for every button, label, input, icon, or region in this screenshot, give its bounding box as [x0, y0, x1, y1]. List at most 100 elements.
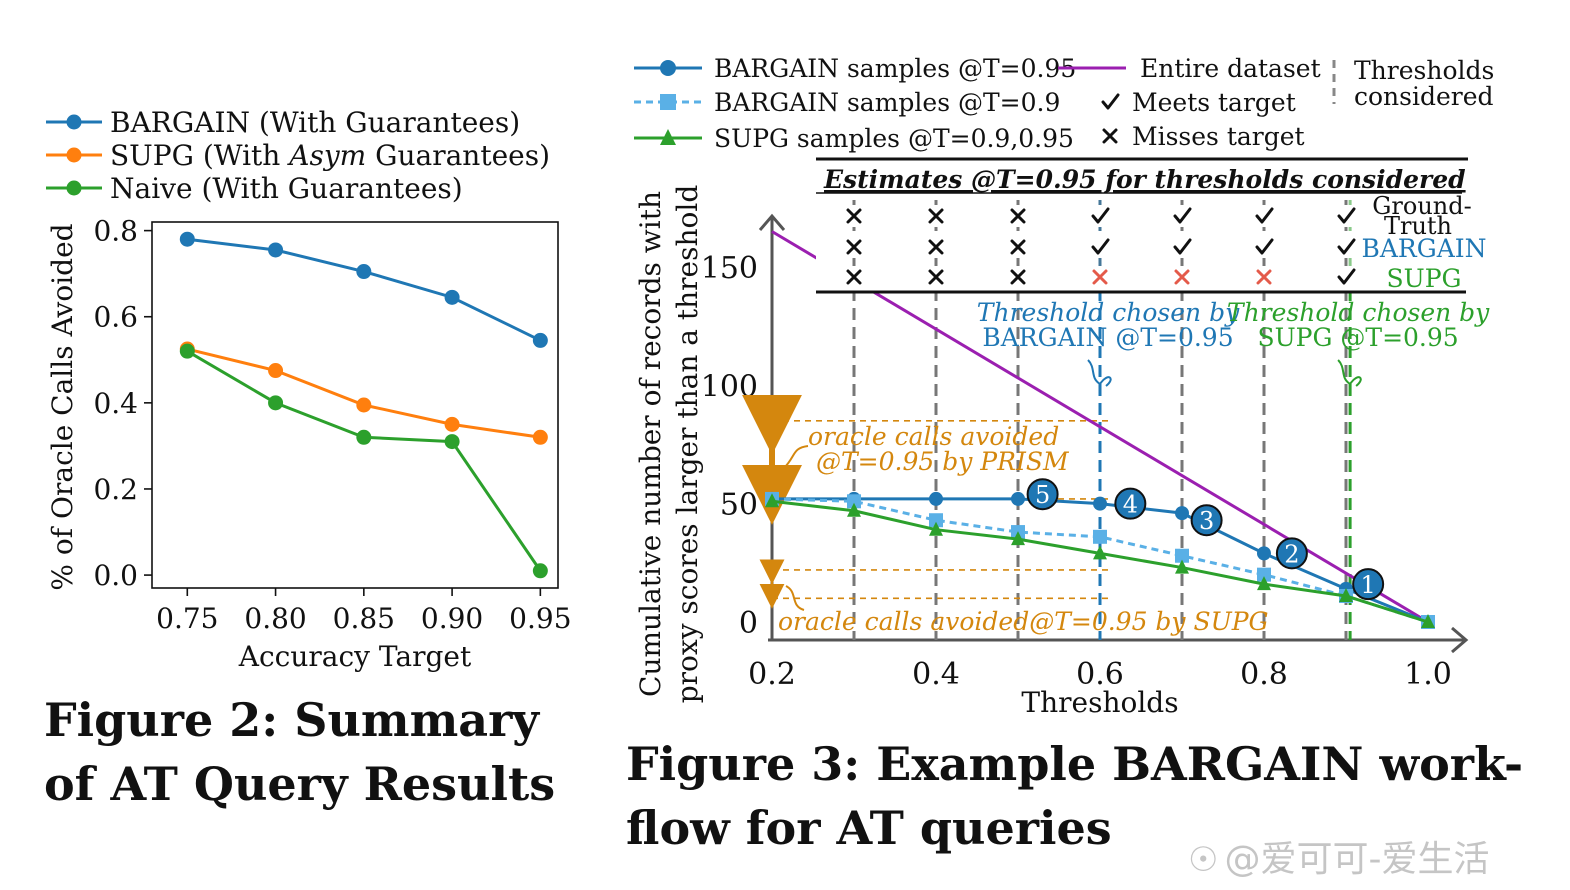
fig3-cross-mark [1092, 269, 1108, 285]
fig3-chosen-threshold-label-line1: Threshold chosen by [1227, 298, 1490, 327]
fig2-y-tick-label: 0.6 [93, 301, 138, 334]
fig3-x-tick-label: 0.4 [912, 657, 960, 692]
fig3-data-point [1421, 614, 1435, 628]
fig3-y-axis-label-line2: proxy scores larger than a threshold [671, 185, 704, 704]
fig2-data-point [532, 332, 548, 348]
fig3-step-badge-label: 2 [1284, 540, 1299, 568]
fig3-check-mark [1255, 238, 1274, 255]
fig2-legend-label-text: Guarantees) [366, 139, 550, 172]
fig3-prism-curl [783, 445, 809, 469]
fig3-y-tick-label: 0 [739, 606, 758, 641]
fig3-entire-dataset-line [771, 230, 1429, 624]
fig3-series-line [771, 497, 1429, 624]
fig2-data-point [444, 289, 460, 305]
fig3-legend-label: BARGAIN samples @T=0.9 [714, 88, 1060, 117]
fig3-table-row-label: BARGAIN [1361, 234, 1486, 263]
fig3-legend-entire-label: Entire dataset [1140, 54, 1321, 83]
fig3-legend-check-icon [1101, 93, 1120, 110]
fig3-data-point [1093, 545, 1107, 560]
fig2-data-point [356, 397, 372, 413]
figure-2-chart: 0.75 0.80 0.85 0.90 0.95 0.0 0.2 0.4 0.6 0.8 Accur… [46, 106, 572, 673]
fig2-series-line [186, 349, 542, 572]
fig3-chosen-threshold-label-line2: BARGAIN @T=0.95 [982, 323, 1233, 352]
fig3-check-mark [1337, 268, 1356, 285]
fig3-x-tick-label: 0.6 [1076, 657, 1124, 692]
fig2-data-point [268, 363, 284, 379]
fig3-cross-mark [928, 208, 944, 224]
fig2-plot-frame [151, 221, 559, 589]
fig2-x-axis-label: Accuracy Target [238, 640, 472, 673]
fig3-supg-curl [785, 585, 805, 611]
fig2-legend-label-text: Naive (With Guarantees) [110, 172, 463, 205]
fig3-legend-swatch-marker [660, 129, 676, 145]
figure-3-caption: Figure 3: Example BARGAIN work-flow for … [626, 737, 1524, 855]
fig3-data-point [1011, 491, 1025, 506]
fig2-y-tick-label: 0.4 [93, 387, 138, 420]
fig2-series-line [186, 347, 541, 439]
fig2-legend-label-text: BARGAIN (With Guarantees) [110, 106, 520, 139]
fig3-legend-label: SUPG samples @T=0.9,0.95 [714, 124, 1074, 153]
fig3-legend-meets-label: Meets target [1132, 88, 1296, 117]
fig3-cross-mark [928, 269, 944, 285]
fig2-legend-swatch-marker [66, 147, 82, 163]
fig3-cross-mark [846, 269, 862, 285]
fig3-legend-swatch-marker [660, 94, 676, 110]
fig3-cross-mark-stroke [1256, 269, 1272, 285]
fig3-legend-cross-icon-stroke [1102, 128, 1118, 144]
fig2-x-tick-label: 0.90 [421, 602, 483, 635]
fig3-cross-mark [1010, 208, 1026, 224]
fig3-cross-mark-stroke [1010, 269, 1026, 285]
fig2-legend-label: Naive (With Guarantees) [110, 172, 463, 205]
fig2-data-point [179, 231, 195, 247]
fig3-cross-mark [928, 239, 944, 255]
fig3-legend-thresholds-label-line2: considered [1354, 82, 1494, 111]
fig3-cross-mark [1010, 269, 1026, 285]
fig3-check-mark [1173, 207, 1192, 224]
fig2-x-tick-label: 0.80 [244, 602, 306, 635]
fig2-legend-swatch-marker [66, 114, 82, 130]
fig3-data-point [847, 494, 861, 509]
fig3-x-tick-label: 0.2 [748, 657, 796, 692]
fig3-y-tick-label: 50 [720, 488, 758, 523]
fig3-supg-annotation: oracle calls avoided@T=0.95 by SUPG [778, 607, 1269, 636]
fig3-table-row-label: SUPG [1387, 264, 1462, 293]
fig3-data-point [1093, 496, 1107, 511]
figure-3-chart: 0.2 0.4 0.6 0.8 1.0 0 50 100 150 Thresholds Cumula… [634, 54, 1494, 719]
fig3-data-point [929, 513, 943, 528]
fig2-y-tick-label: 0.8 [93, 215, 138, 248]
fig3-step-badge [1114, 487, 1147, 520]
fig2-data-point [532, 563, 548, 579]
fig3-cross-mark [846, 239, 862, 255]
fig2-y-axis-label: % of Oracle Calls Avoided [46, 223, 79, 590]
fig3-check-mark [1337, 207, 1356, 224]
fig3-chosen-threshold-pointer [1337, 359, 1362, 387]
fig3-y-tick-label: 100 [701, 369, 758, 404]
fig3-data-point [1093, 529, 1107, 544]
fig2-data-point [268, 395, 284, 411]
fig3-cross-mark-stroke [1174, 269, 1190, 285]
fig3-chosen-threshold-label-line1: Threshold chosen by [977, 298, 1240, 327]
fig3-cross-mark-stroke [1092, 269, 1108, 285]
fig2-data-point [179, 343, 195, 359]
fig3-cross-mark [846, 208, 862, 224]
fig3-data-point [929, 491, 943, 506]
fig3-cross-mark-stroke [846, 269, 862, 285]
fig3-data-point [1175, 506, 1189, 521]
fig2-x-tick-label: 0.85 [333, 602, 395, 635]
fig3-cross-mark-stroke [846, 239, 862, 255]
fig3-data-point [1257, 576, 1271, 591]
fig3-data-point [1257, 567, 1271, 582]
fig3-check-mark [1337, 238, 1356, 255]
fig3-data-point [1175, 559, 1189, 574]
fig3-data-point [765, 493, 779, 508]
fig3-data-point [847, 502, 861, 517]
fig3-x-axis-arrow [1451, 626, 1469, 654]
fig2-data-point [444, 434, 460, 450]
fig3-data-point [1175, 548, 1189, 563]
fig3-step-badge-label: 5 [1035, 481, 1050, 509]
fig3-legend-thresholds-label-line1: Thresholds [1354, 56, 1494, 85]
fig3-cross-mark [1256, 269, 1272, 285]
fig2-x-tick-label: 0.95 [509, 602, 571, 635]
fig3-cross-mark-stroke [928, 239, 944, 255]
